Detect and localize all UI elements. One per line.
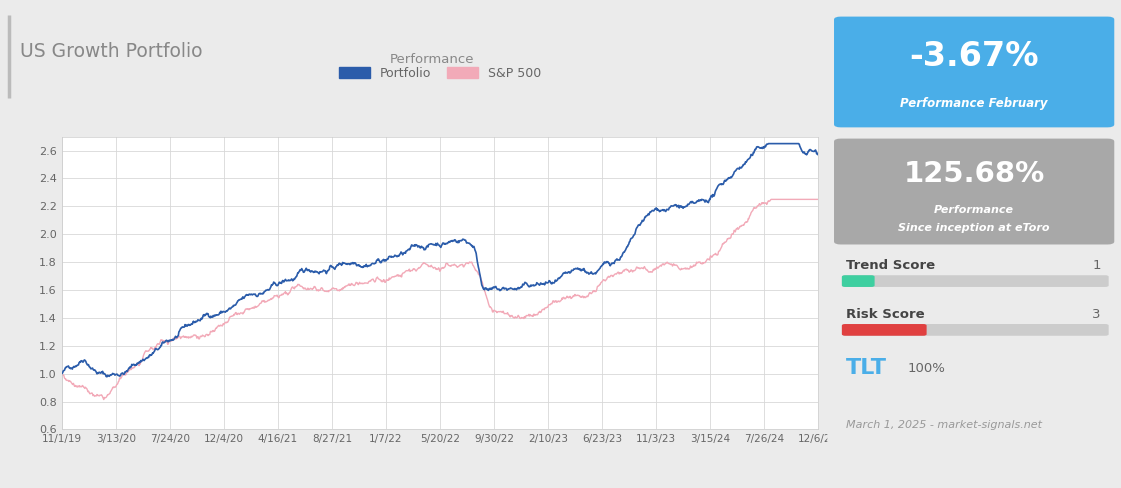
Text: Trend Score: Trend Score: [846, 260, 936, 272]
Text: Performance: Performance: [389, 53, 474, 66]
Text: -3.67%: -3.67%: [909, 40, 1039, 73]
Text: 100%: 100%: [908, 362, 946, 375]
Text: 3: 3: [1092, 308, 1101, 321]
Text: Performance: Performance: [934, 204, 1015, 215]
Text: Performance February: Performance February: [900, 97, 1048, 110]
Text: US Growth Portfolio: US Growth Portfolio: [20, 42, 203, 61]
Text: 1: 1: [1092, 260, 1101, 272]
Text: March 1, 2025 - market-signals.net: March 1, 2025 - market-signals.net: [846, 420, 1043, 429]
Text: 125.68%: 125.68%: [904, 160, 1045, 187]
Text: Since inception at eToro: Since inception at eToro: [898, 223, 1050, 233]
Legend: Portfolio, S&P 500: Portfolio, S&P 500: [339, 67, 541, 80]
Text: Risk Score: Risk Score: [846, 308, 925, 321]
Text: TLT: TLT: [846, 359, 888, 378]
